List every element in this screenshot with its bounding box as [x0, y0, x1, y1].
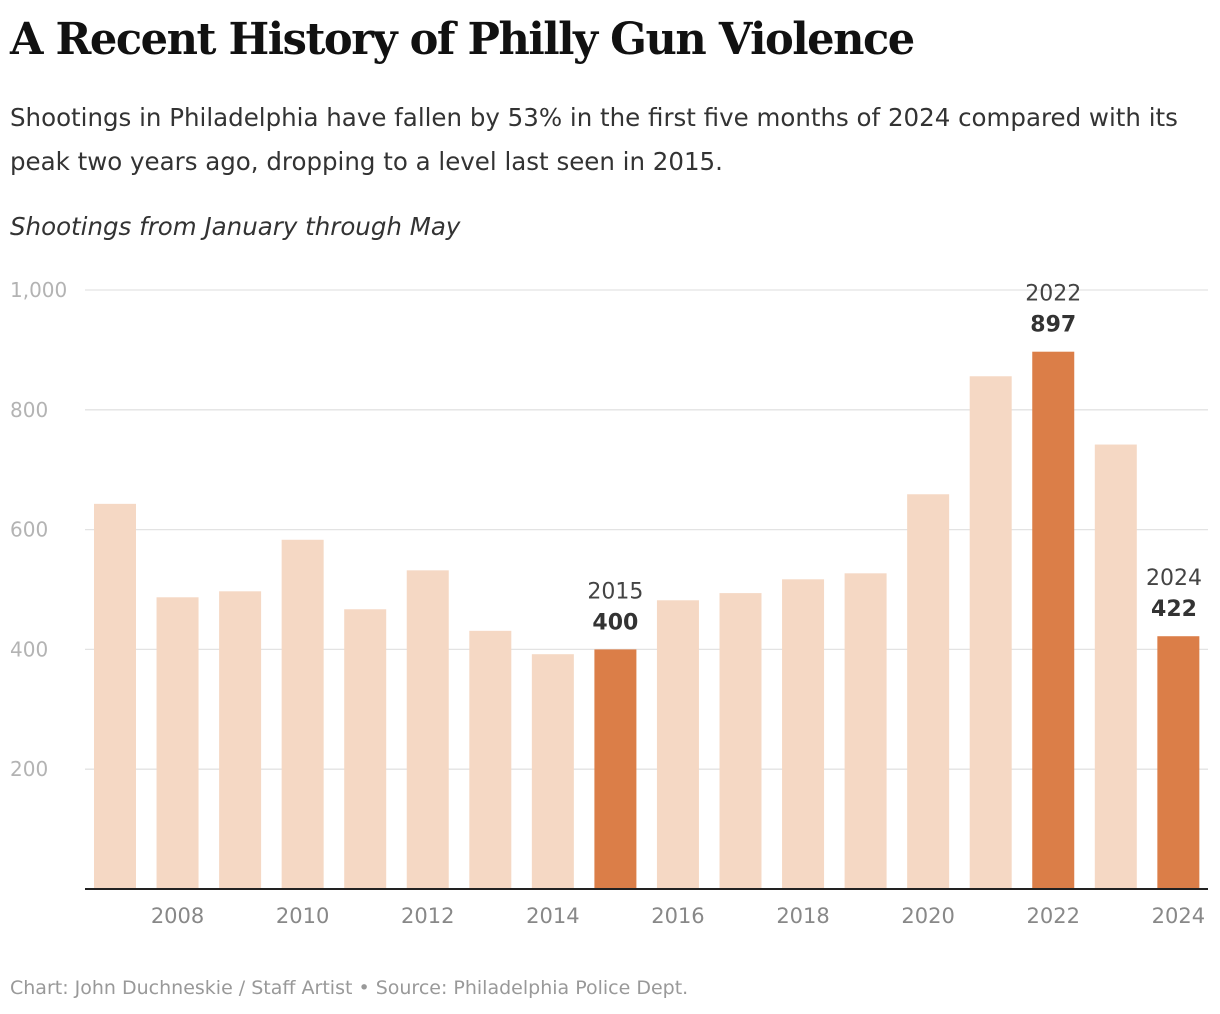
bar-2008 — [156, 597, 199, 889]
x-tick-label: 2014 — [526, 904, 579, 928]
x-tick-label: 2012 — [401, 904, 454, 928]
bar-2007 — [94, 503, 136, 889]
bar-2023 — [1094, 444, 1137, 889]
x-tick-label: 2016 — [651, 904, 704, 928]
bar-2020 — [907, 494, 950, 889]
y-tick-label: 1,000 — [10, 278, 67, 302]
y-tick-label: 400 — [10, 637, 48, 661]
bar-2012 — [406, 570, 449, 889]
bar-2013 — [469, 630, 512, 889]
bar-2015 — [594, 649, 637, 889]
chart-subtitle: Shootings in Philadelphia have fallen by… — [10, 103, 1178, 176]
annotation-year-2015: 2015 — [587, 579, 643, 604]
annotation-year-2022: 2022 — [1025, 282, 1081, 307]
chart-title: A Recent History of Philly Gun Violence — [10, 14, 915, 65]
x-tick-label: 2024 — [1152, 904, 1205, 928]
y-tick-label: 200 — [10, 757, 48, 781]
y-tick-labels: 200 400 600 800 1,000 — [10, 278, 67, 781]
bars — [85, 351, 1208, 890]
y-tick-label: 600 — [10, 518, 48, 542]
bar-2017 — [719, 593, 762, 889]
x-tick-label: 2020 — [901, 904, 954, 928]
annotation-value-2024: 422 — [1151, 597, 1197, 622]
gridlines — [85, 289, 1208, 770]
annotation-value-2022: 897 — [1030, 313, 1076, 338]
annotation-year-2024: 2024 — [1146, 566, 1202, 591]
bar-2016 — [656, 600, 699, 889]
y-tick-label: 800 — [10, 398, 48, 422]
x-tick-label: 2010 — [276, 904, 329, 928]
x-tick-label: 2008 — [151, 904, 204, 928]
bar-annotations: 2015 400 2022 897 2024 422 — [587, 282, 1202, 636]
bar-2011 — [344, 609, 387, 889]
bar-2018 — [782, 579, 825, 889]
bar-2009 — [219, 591, 262, 889]
x-tick-label: 2022 — [1027, 904, 1080, 928]
bar-2010 — [281, 539, 324, 889]
chart-credit: Chart: John Duchneskie / Staff Artist • … — [10, 977, 689, 999]
bar-2021 — [969, 376, 1012, 890]
bar-2014 — [531, 654, 574, 889]
y-axis-label: Shootings from January through May — [10, 212, 461, 241]
bar-2022 — [1032, 351, 1075, 889]
x-tick-labels: 2008 2010 2012 2014 2016 2018 2020 2022 2024 — [151, 904, 1205, 928]
bar-2019 — [844, 573, 887, 889]
x-tick-label: 2018 — [776, 904, 829, 928]
bar-2024 — [1157, 636, 1200, 889]
annotation-value-2015: 400 — [592, 610, 638, 635]
